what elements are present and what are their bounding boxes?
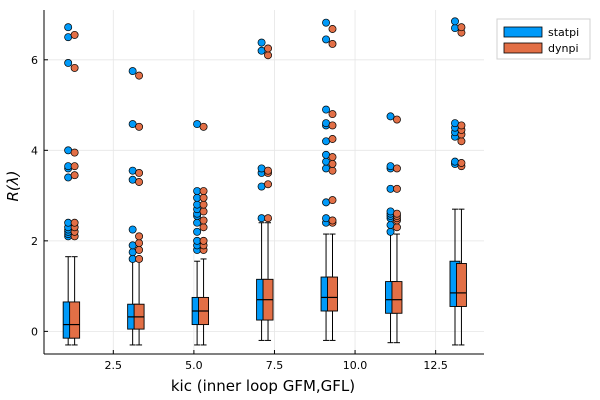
outlier-point-dynpi bbox=[393, 164, 401, 173]
box-dynpi bbox=[327, 276, 338, 312]
outlier-point-dynpi bbox=[70, 218, 79, 227]
outlier-point-statpi bbox=[257, 38, 266, 47]
outlier-point-dynpi bbox=[199, 207, 208, 216]
outlier-point-dynpi bbox=[457, 121, 466, 130]
outlier-point-statpi bbox=[451, 17, 459, 26]
outlier-point-statpi bbox=[128, 67, 137, 76]
outlier-point-dynpi bbox=[264, 180, 272, 189]
outlier-point-statpi bbox=[386, 112, 395, 121]
outlier-point-dynpi bbox=[135, 232, 144, 241]
outlier-points bbox=[64, 17, 466, 263]
outlier-point-dynpi bbox=[328, 121, 337, 130]
legend-label-statpi: statpi bbox=[548, 26, 579, 39]
box-dynpi bbox=[455, 263, 467, 307]
outlier-point-dynpi bbox=[264, 166, 272, 175]
legend-swatch-dynpi bbox=[503, 42, 543, 54]
x-tick-label: 7.5 bbox=[266, 359, 284, 372]
outlier-point-statpi bbox=[322, 105, 331, 114]
outlier-point-dynpi bbox=[135, 168, 144, 177]
outlier-point-dynpi bbox=[328, 135, 337, 143]
outlier-point-dynpi bbox=[328, 39, 337, 48]
box-dynpi bbox=[69, 301, 81, 339]
legend: statpi dynpi bbox=[496, 18, 591, 60]
outlier-point-dynpi bbox=[199, 193, 208, 202]
x-tick-label: 10.0 bbox=[343, 359, 368, 372]
outlier-point-dynpi bbox=[135, 178, 144, 186]
legend-swatch-statpi bbox=[503, 26, 543, 38]
outlier-point-statpi bbox=[451, 24, 459, 33]
outlier-point-dynpi bbox=[199, 223, 208, 232]
x-tick-label: 12.5 bbox=[423, 359, 448, 372]
outlier-point-dynpi bbox=[328, 216, 337, 225]
outlier-point-dynpi bbox=[264, 44, 272, 53]
outlier-point-dynpi bbox=[328, 196, 337, 205]
outlier-point-dynpi bbox=[199, 200, 208, 209]
y-tick-label: 4 bbox=[31, 144, 38, 157]
outlier-point-dynpi bbox=[328, 166, 337, 175]
outlier-point-dynpi bbox=[135, 245, 144, 254]
y-axis-label: R(λ) bbox=[4, 170, 22, 201]
outlier-point-dynpi bbox=[135, 122, 144, 131]
outlier-point-dynpi bbox=[70, 162, 79, 171]
outlier-point-dynpi bbox=[328, 153, 337, 162]
outlier-point-statpi bbox=[128, 225, 137, 234]
outlier-point-statpi bbox=[64, 59, 73, 67]
y-tick-label: 2 bbox=[31, 235, 38, 248]
outlier-point-statpi bbox=[386, 227, 395, 236]
box-plot-series bbox=[62, 208, 467, 346]
outlier-point-dynpi bbox=[199, 216, 208, 225]
outlier-point-statpi bbox=[322, 18, 331, 27]
outlier-point-dynpi bbox=[199, 187, 208, 196]
outlier-point-dynpi bbox=[393, 184, 401, 193]
outlier-point-statpi bbox=[451, 157, 459, 166]
outlier-point-dynpi bbox=[135, 71, 144, 80]
x-tick-label: 2.5 bbox=[105, 359, 123, 372]
outlier-point-dynpi bbox=[199, 122, 208, 131]
outlier-point-dynpi bbox=[328, 25, 337, 33]
tick-labels: 2.5 5.0 7.5 10.0 12.5 0 2 4 6 bbox=[31, 54, 448, 372]
outlier-point-dynpi bbox=[393, 209, 401, 218]
outlier-point-dynpi bbox=[264, 214, 272, 223]
outlier-point-dynpi bbox=[457, 23, 466, 32]
outlier-point-dynpi bbox=[328, 110, 337, 119]
legend-label-dynpi: dynpi bbox=[548, 42, 579, 55]
outlier-point-dynpi bbox=[457, 137, 466, 146]
outlier-point-dynpi bbox=[199, 236, 208, 245]
outlier-point-dynpi bbox=[70, 30, 79, 39]
axes bbox=[43, 10, 484, 355]
outlier-point-dynpi bbox=[457, 159, 466, 167]
outlier-point-dynpi bbox=[70, 63, 79, 72]
y-tick-label: 0 bbox=[31, 325, 38, 338]
outlier-point-dynpi bbox=[70, 148, 79, 157]
outlier-point-dynpi bbox=[135, 254, 144, 263]
x-axis-label: kic (inner loop GFM,GFL) bbox=[171, 377, 355, 395]
outlier-point-statpi bbox=[193, 227, 202, 236]
outlier-point-dynpi bbox=[264, 51, 272, 60]
box-dynpi bbox=[391, 281, 403, 314]
outlier-point-dynpi bbox=[393, 223, 401, 232]
outlier-point-statpi bbox=[64, 23, 73, 32]
outlier-point-statpi bbox=[322, 35, 331, 44]
outlier-point-dynpi bbox=[328, 159, 337, 168]
x-tick-label: 5.0 bbox=[185, 359, 203, 372]
grid-lines bbox=[44, 10, 484, 354]
y-tick-label: 6 bbox=[31, 54, 38, 67]
outlier-point-dynpi bbox=[135, 239, 144, 248]
outlier-point-dynpi bbox=[70, 171, 79, 180]
outlier-point-dynpi bbox=[393, 115, 401, 124]
